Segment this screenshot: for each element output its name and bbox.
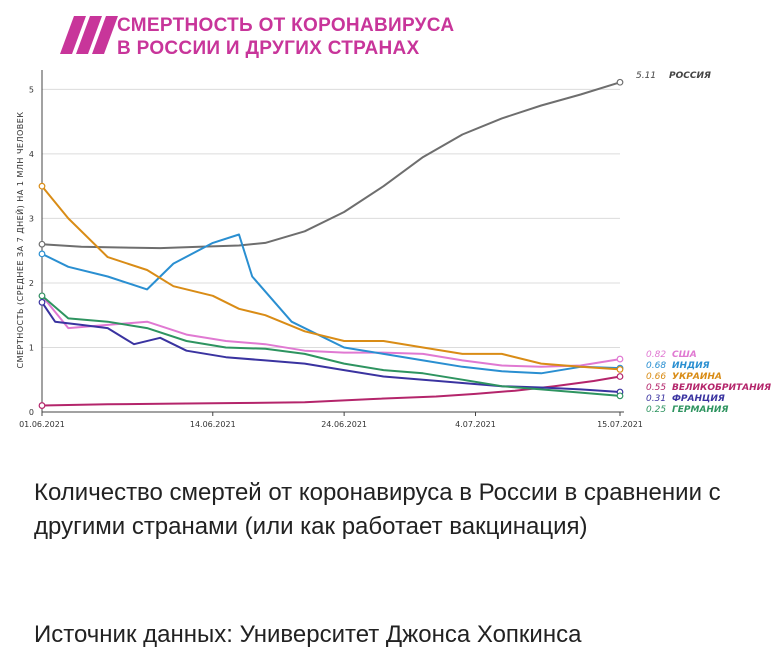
series-point bbox=[38, 402, 46, 409]
series-name-label: США bbox=[672, 350, 697, 360]
series-point bbox=[38, 292, 46, 300]
x-tick-label: 14.06.2021 bbox=[190, 420, 236, 429]
series-value-label: 5.11 bbox=[636, 71, 656, 81]
series-value-label: 0.82 bbox=[646, 350, 666, 360]
y-tick-label: 3 bbox=[29, 214, 34, 223]
series-name-label: ВЕЛИКОБРИТАНИЯ bbox=[672, 383, 771, 393]
series-labels: 5.11 РОССИЯ 0.82 США 0.68 ИНДИЯ 0.66 УКРАИНА 0.5… bbox=[636, 71, 771, 415]
series-name-label: ИНДИЯ bbox=[672, 361, 710, 371]
series-line-США bbox=[41, 295, 621, 368]
series-value-label: 0.25 bbox=[646, 405, 666, 415]
series-point bbox=[616, 355, 624, 363]
series-point bbox=[616, 366, 624, 373]
series-line-УКРАИНА bbox=[41, 185, 621, 371]
series-group bbox=[38, 78, 624, 409]
series-line-ГЕРМАНИЯ bbox=[41, 295, 621, 397]
series-point bbox=[616, 373, 624, 380]
y-tick-label: 1 bbox=[29, 343, 34, 352]
series-point bbox=[38, 298, 46, 306]
y-tick-label: 5 bbox=[29, 85, 34, 94]
series-name-label: ГЕРМАНИЯ bbox=[672, 405, 728, 415]
post-caption: Количество смертей от коронавируса в Рос… bbox=[34, 479, 721, 540]
series-line-РОССИЯ bbox=[41, 81, 621, 250]
series-point bbox=[38, 240, 46, 248]
series-name-label: РОССИЯ bbox=[669, 71, 711, 81]
series-point bbox=[38, 182, 46, 190]
series-value-label: 0.68 bbox=[646, 361, 666, 371]
series-point bbox=[616, 78, 624, 86]
x-tick-label: 15.07.2021 bbox=[597, 420, 643, 429]
y-tick-label: 0 bbox=[29, 408, 34, 417]
series-name-label: УКРАИНА bbox=[672, 372, 722, 382]
series-value-label: 0.55 bbox=[646, 383, 666, 393]
axes: 0 1 2 3 4 5 01.06.2021 14.06.2021 24.06.2021 4.07… bbox=[19, 70, 643, 429]
logo-icon bbox=[60, 16, 118, 54]
x-tick-label: 24.06.2021 bbox=[321, 420, 367, 429]
y-tick-label: 2 bbox=[29, 279, 34, 288]
series-point bbox=[38, 250, 46, 258]
series-value-label: 0.66 bbox=[646, 372, 666, 382]
series-point bbox=[616, 392, 624, 400]
series-line-ИНДИЯ bbox=[41, 233, 621, 375]
data-source: Источник данных: Университет Джонса Хопк… bbox=[34, 621, 582, 648]
covid-chart: СМЕРТНОСТЬ ОТ КОРОНАВИРУСА В РОССИИ И ДР… bbox=[14, 15, 771, 429]
series-line-ВЕЛИКОБРИТАНИЯ bbox=[41, 375, 621, 407]
y-tick-label: 4 bbox=[29, 150, 34, 159]
x-tick-label: 4.07.2021 bbox=[455, 420, 496, 429]
x-tick-label: 01.06.2021 bbox=[19, 420, 65, 429]
chart-title-line-2: В РОССИИ И ДРУГИХ СТРАНАХ bbox=[117, 38, 420, 59]
y-axis-label: СМЕРТНОСТЬ (СРЕДНЕЕ ЗА 7 ДНЕЙ) НА 1 МЛН … bbox=[14, 111, 25, 368]
chart-title-line-1: СМЕРТНОСТЬ ОТ КОРОНАВИРУСА bbox=[117, 15, 454, 36]
series-value-label: 0.31 bbox=[646, 394, 666, 404]
series-name-label: ФРАНЦИЯ bbox=[672, 394, 725, 404]
